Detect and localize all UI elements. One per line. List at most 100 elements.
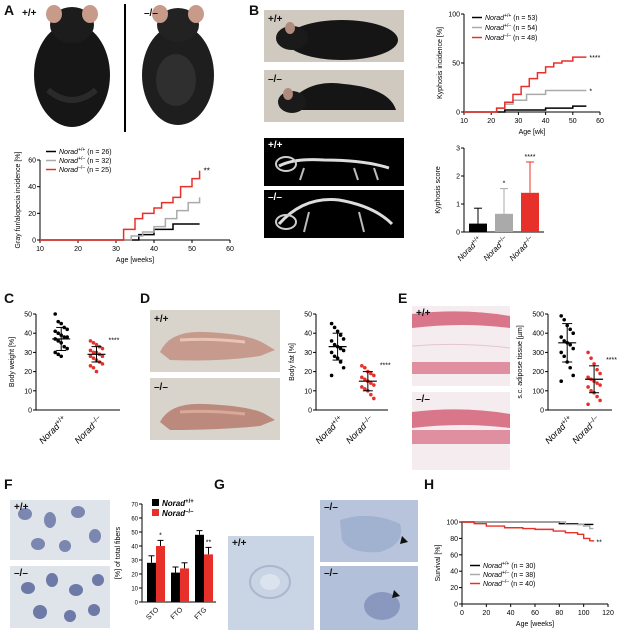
y-tick-label: 100 <box>532 388 544 395</box>
y-axis-label: Body fat [%] <box>289 343 296 381</box>
x-tick-label: 0 <box>460 610 464 617</box>
y-axis-label: Kyphosis incidence [%] <box>437 27 444 99</box>
panel-letter-c: C <box>4 290 15 306</box>
x-category-label: Norad–/– <box>508 235 536 263</box>
data-point <box>88 354 93 359</box>
legend-label: Norad+/+ (n = 26) <box>59 147 112 156</box>
data-point <box>88 339 93 343</box>
data-point <box>369 381 373 385</box>
photo-label: –/– <box>324 568 338 579</box>
data-point <box>62 335 66 339</box>
photo-label: +/+ <box>268 14 283 25</box>
x-tick-label: 20 <box>74 246 82 253</box>
photo-label: –/– <box>268 74 282 85</box>
bar <box>469 223 487 232</box>
legend-swatch <box>152 499 159 506</box>
x-tick-label: 60 <box>531 610 539 617</box>
data-point <box>360 375 364 380</box>
chart-b-kyphosis-score: 0 1 2 3 Norad+/+ * Norad+/– **** Norad–/– Kyphosi… <box>435 146 544 263</box>
x-category-label: Norad–/– <box>72 414 104 446</box>
panel-letter-e: E <box>398 290 408 306</box>
data-point <box>360 385 364 389</box>
data-point <box>341 365 346 370</box>
x-tick-label: 30 <box>515 118 523 125</box>
bar <box>195 534 204 602</box>
data-point <box>338 346 343 351</box>
data-point <box>568 365 572 370</box>
data-point <box>363 387 367 391</box>
y-tick-label: 100 <box>446 520 458 527</box>
data-point <box>53 312 57 316</box>
y-axis-label: Gray fur/alopecia incidence [%] <box>15 152 22 249</box>
data-point <box>53 350 57 355</box>
chart-d-body-fat: 0 10 20 30 40 50 Norad+/+Norad–/– **** Body fat … <box>289 312 391 446</box>
data-point <box>88 364 93 368</box>
xray-knockout: –/– <box>264 190 404 238</box>
y-tick-label: 20 <box>28 211 36 218</box>
x-category-label: Norad+/+ <box>455 235 483 263</box>
data-point <box>562 339 566 343</box>
data-point <box>586 375 590 380</box>
y-tick-label: 80 <box>450 536 458 543</box>
bar <box>204 554 213 602</box>
data-point <box>91 341 96 345</box>
y-tick-label: 0 <box>454 602 458 609</box>
data-point <box>338 360 343 364</box>
x-category-label: Norad+/+ <box>313 414 345 446</box>
x-axis-label: Age [weeks] <box>516 621 554 628</box>
data-point <box>369 392 373 397</box>
series-line <box>40 223 200 241</box>
y-tick-label: 40 <box>450 569 458 576</box>
significance-marker: **** <box>589 55 600 62</box>
legend-label: Norad+/– (n = 32) <box>59 156 111 165</box>
histology-skin-knockout: –/– <box>412 392 510 470</box>
y-tick-label: 10 <box>304 388 312 395</box>
data-point <box>363 365 367 370</box>
x-tick-label: 10 <box>460 118 468 125</box>
chart-a-fur-incidence: 0 20 40 60 10 20 30 40 50 60 ** Gray fur/alopecia i… <box>15 147 234 264</box>
y-tick-label: 20 <box>24 369 32 376</box>
data-point <box>332 354 337 359</box>
data-point <box>56 352 60 357</box>
significance-marker: **** <box>606 357 617 364</box>
data-point <box>568 342 572 347</box>
significance-marker: **** <box>108 338 119 345</box>
y-tick-label: 50 <box>452 61 460 68</box>
x-tick-label: 30 <box>112 246 120 253</box>
data-point <box>100 354 105 359</box>
chart-f-fiber-types: 0 10 20 30 40 50 60 70 * STO FTO ** FTG [%] of total … <box>115 499 216 622</box>
y-tick-label: 10 <box>131 587 138 593</box>
data-point <box>568 327 572 332</box>
data-point <box>369 371 373 376</box>
significance-marker: * <box>503 181 506 188</box>
x-category-label: Norad–/– <box>344 414 376 446</box>
data-point <box>595 381 599 385</box>
data-point <box>94 369 99 374</box>
panel-letter-d: D <box>140 290 151 306</box>
y-tick-label: 3 <box>456 146 460 153</box>
data-point <box>329 350 334 355</box>
y-tick-label: 300 <box>532 350 544 357</box>
series-line <box>462 521 594 530</box>
legend-label: Norad+/– (n = 54) <box>485 23 537 32</box>
data-point <box>100 362 105 366</box>
significance-marker: * <box>589 88 592 95</box>
series-line <box>40 197 201 241</box>
significance-marker: ** <box>596 540 602 547</box>
mouse-photo-knockout-dorsal: –/– <box>128 0 232 130</box>
significance-marker: **** <box>380 363 391 370</box>
y-axis-label: s.c. adipose tissue [µm] <box>517 325 524 398</box>
x-category-label: Norad+/+ <box>543 414 575 446</box>
y-tick-label: 10 <box>24 388 32 395</box>
x-category-label: STO <box>145 606 160 621</box>
legend-swatch <box>152 509 159 516</box>
data-point <box>332 342 337 347</box>
data-point <box>589 356 593 360</box>
panel-letter-g: G <box>214 476 225 492</box>
photo-label: +/+ <box>268 140 283 151</box>
y-tick-label: 30 <box>304 350 312 357</box>
legend-label: Norad+/+ <box>162 499 194 508</box>
chart-c-body-weight: 0 10 20 30 40 50 Norad+/+Norad–/– **** Body weig… <box>9 312 120 446</box>
mouse-photo-knockout-lateral: –/– <box>264 70 404 122</box>
y-axis-label: [%] of total fibers <box>115 526 122 579</box>
